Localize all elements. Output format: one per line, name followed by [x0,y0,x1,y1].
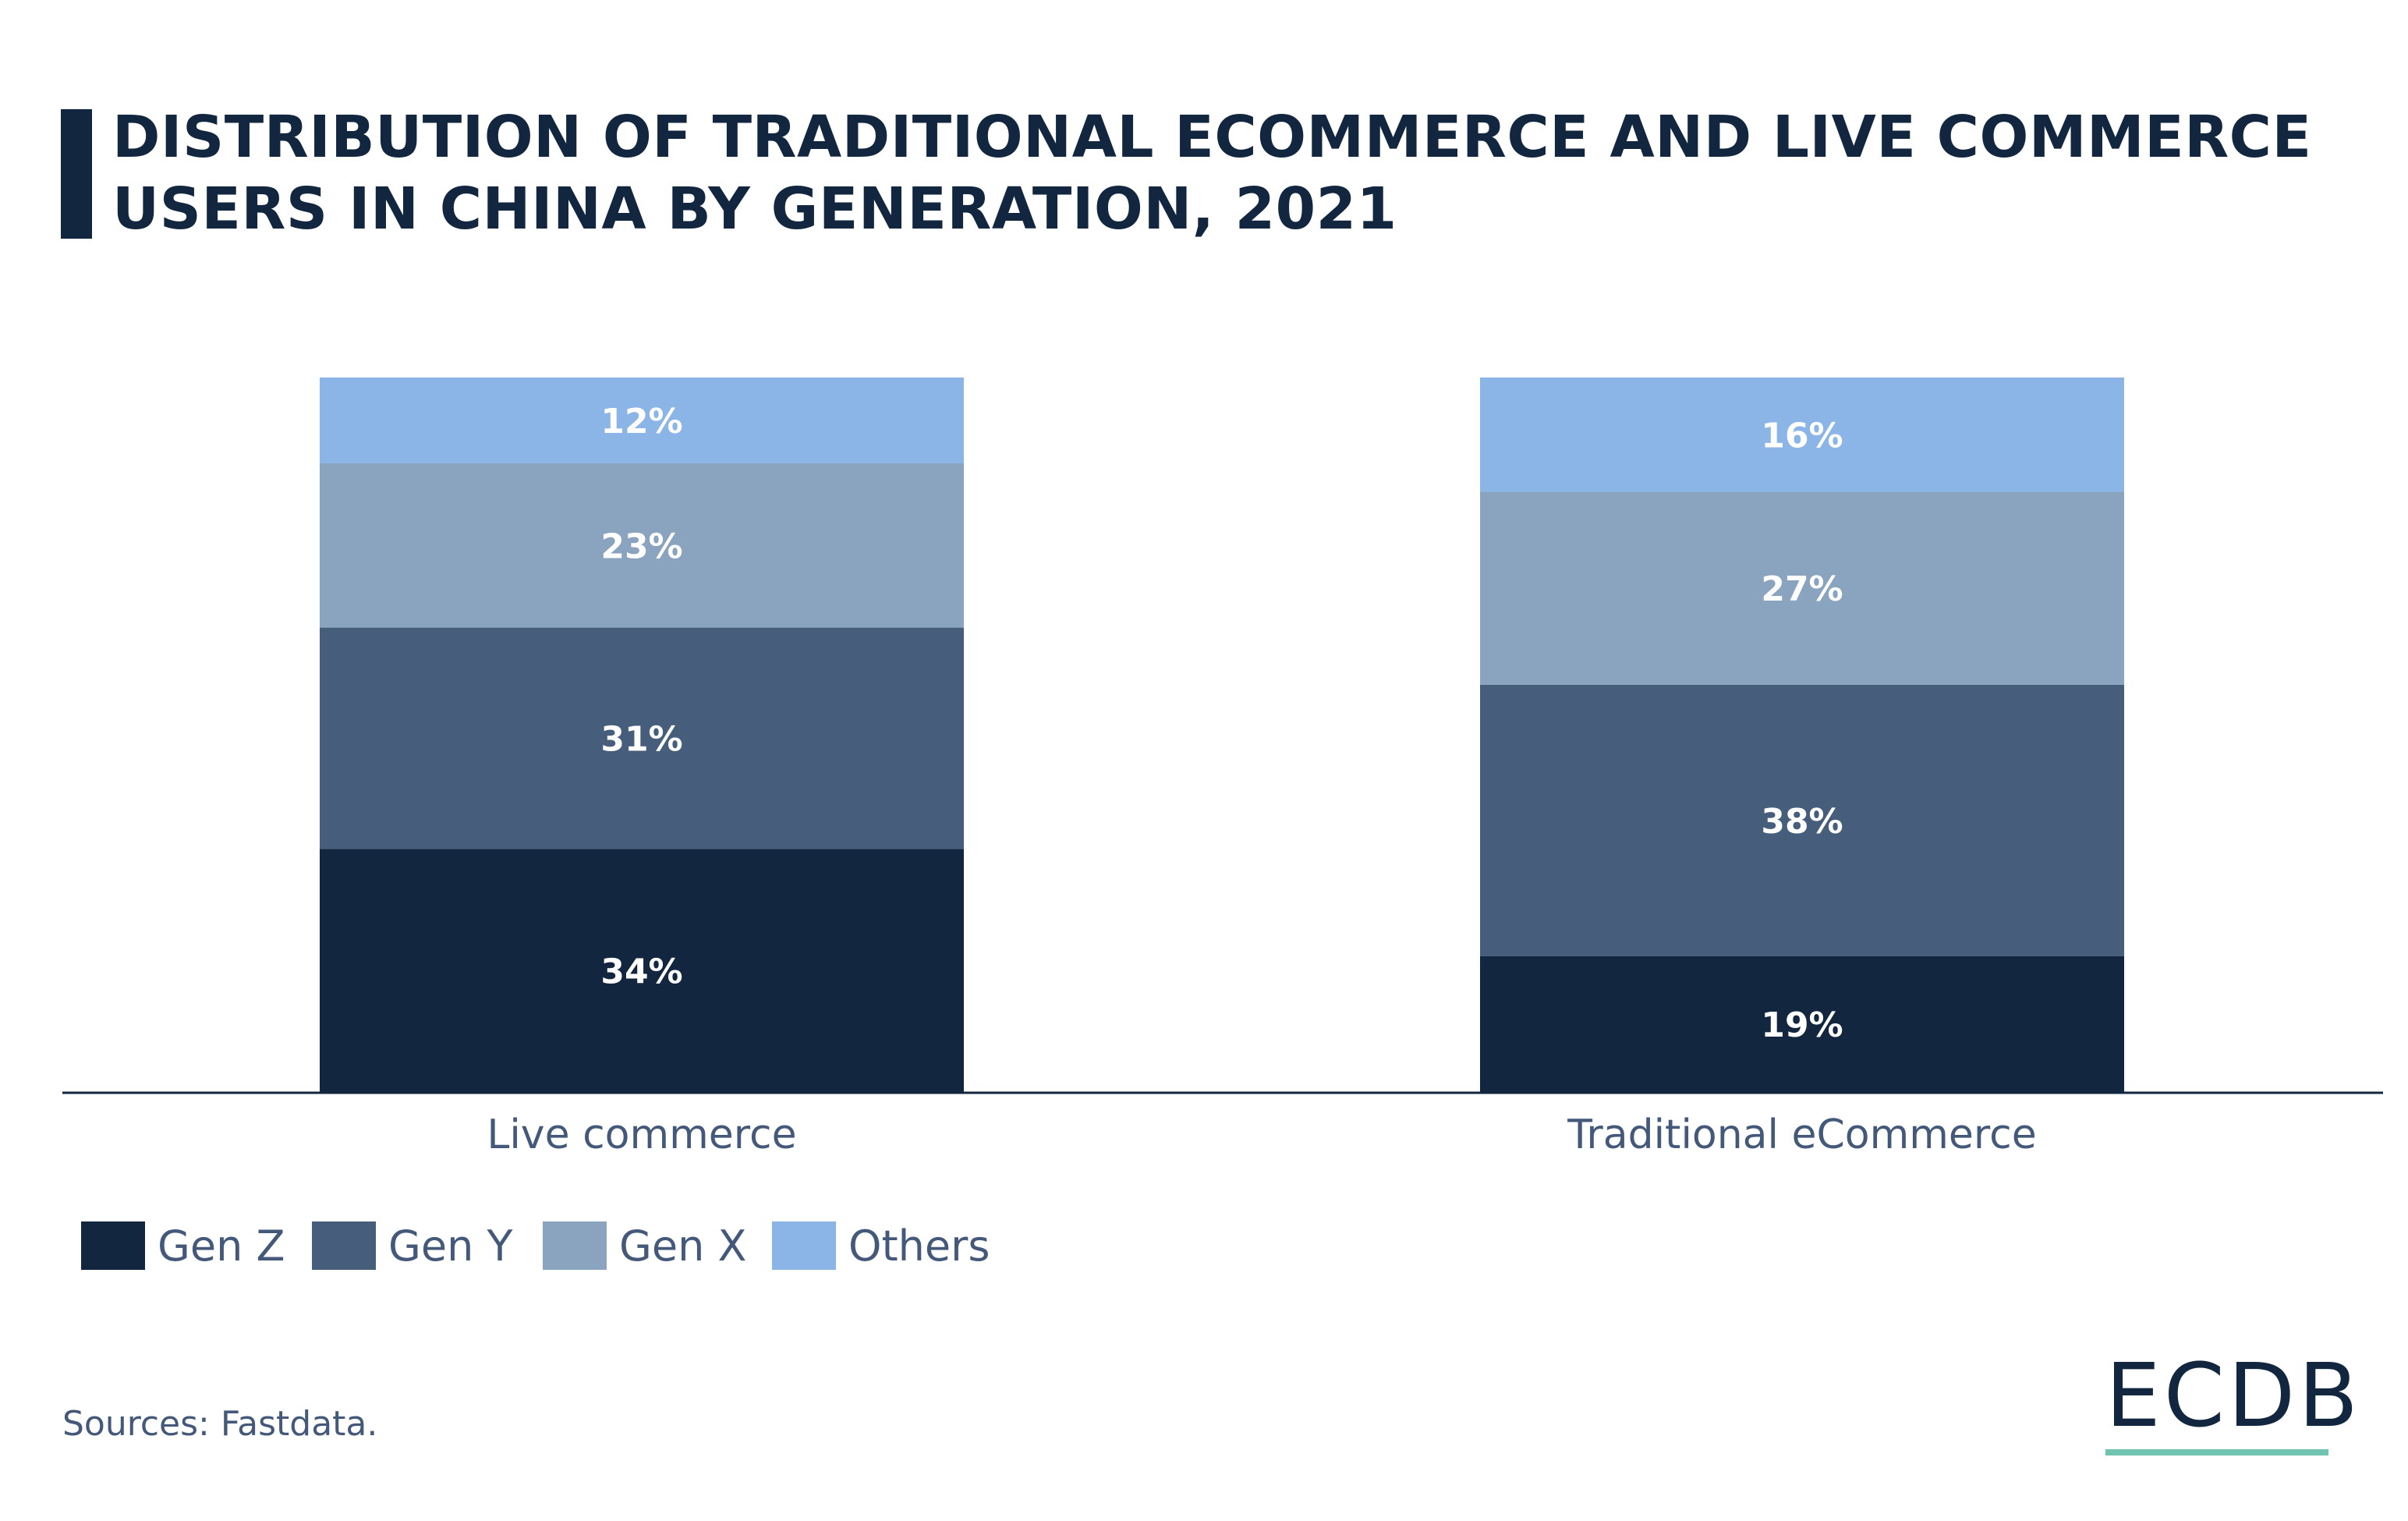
title-accent-bar [61,109,92,239]
bar-segment-gen-x [1480,491,2124,685]
legend-swatch [312,1221,376,1270]
legend-label: Others [848,1221,990,1271]
bar-segment-gen-z [320,849,964,1092]
data-label: 16% [1761,416,1843,456]
bar-segment-gen-y [1480,684,2124,956]
legend-label: Gen X [619,1221,746,1271]
logo-text: ECDB [2105,1346,2362,1447]
data-label: 12% [600,402,682,441]
logo-underline [2105,1449,2328,1455]
legend-swatch [81,1221,145,1270]
data-label: 19% [1761,1005,1843,1045]
source-note: Sources: Fastdata. [62,1404,378,1444]
bar-segment-gen-y [320,627,964,849]
legend-label: Gen Z [158,1221,285,1271]
bar-segment-gen-z [1480,956,2124,1092]
chart-title: DISTRIBUTION OF TRADITIONAL ECOMMERCE AN… [112,104,2312,243]
legend-label: Gen Y [388,1221,513,1271]
legend-swatch [772,1221,836,1270]
data-label: 27% [1761,569,1843,609]
data-label: 31% [600,720,682,760]
legend-swatch [543,1221,607,1270]
data-label: 38% [1761,802,1843,842]
ecdb-logo: ECDB [2105,1349,2361,1455]
bar-segment-gen-x [320,463,964,628]
bar-segment-others [320,378,964,463]
bar-segment-others [1480,378,2124,492]
x-tick-label: Traditional eCommerce [1567,1112,2037,1158]
data-label: 23% [600,526,682,566]
data-label: 34% [600,952,682,991]
x-tick-label: Live commerce [487,1112,796,1158]
